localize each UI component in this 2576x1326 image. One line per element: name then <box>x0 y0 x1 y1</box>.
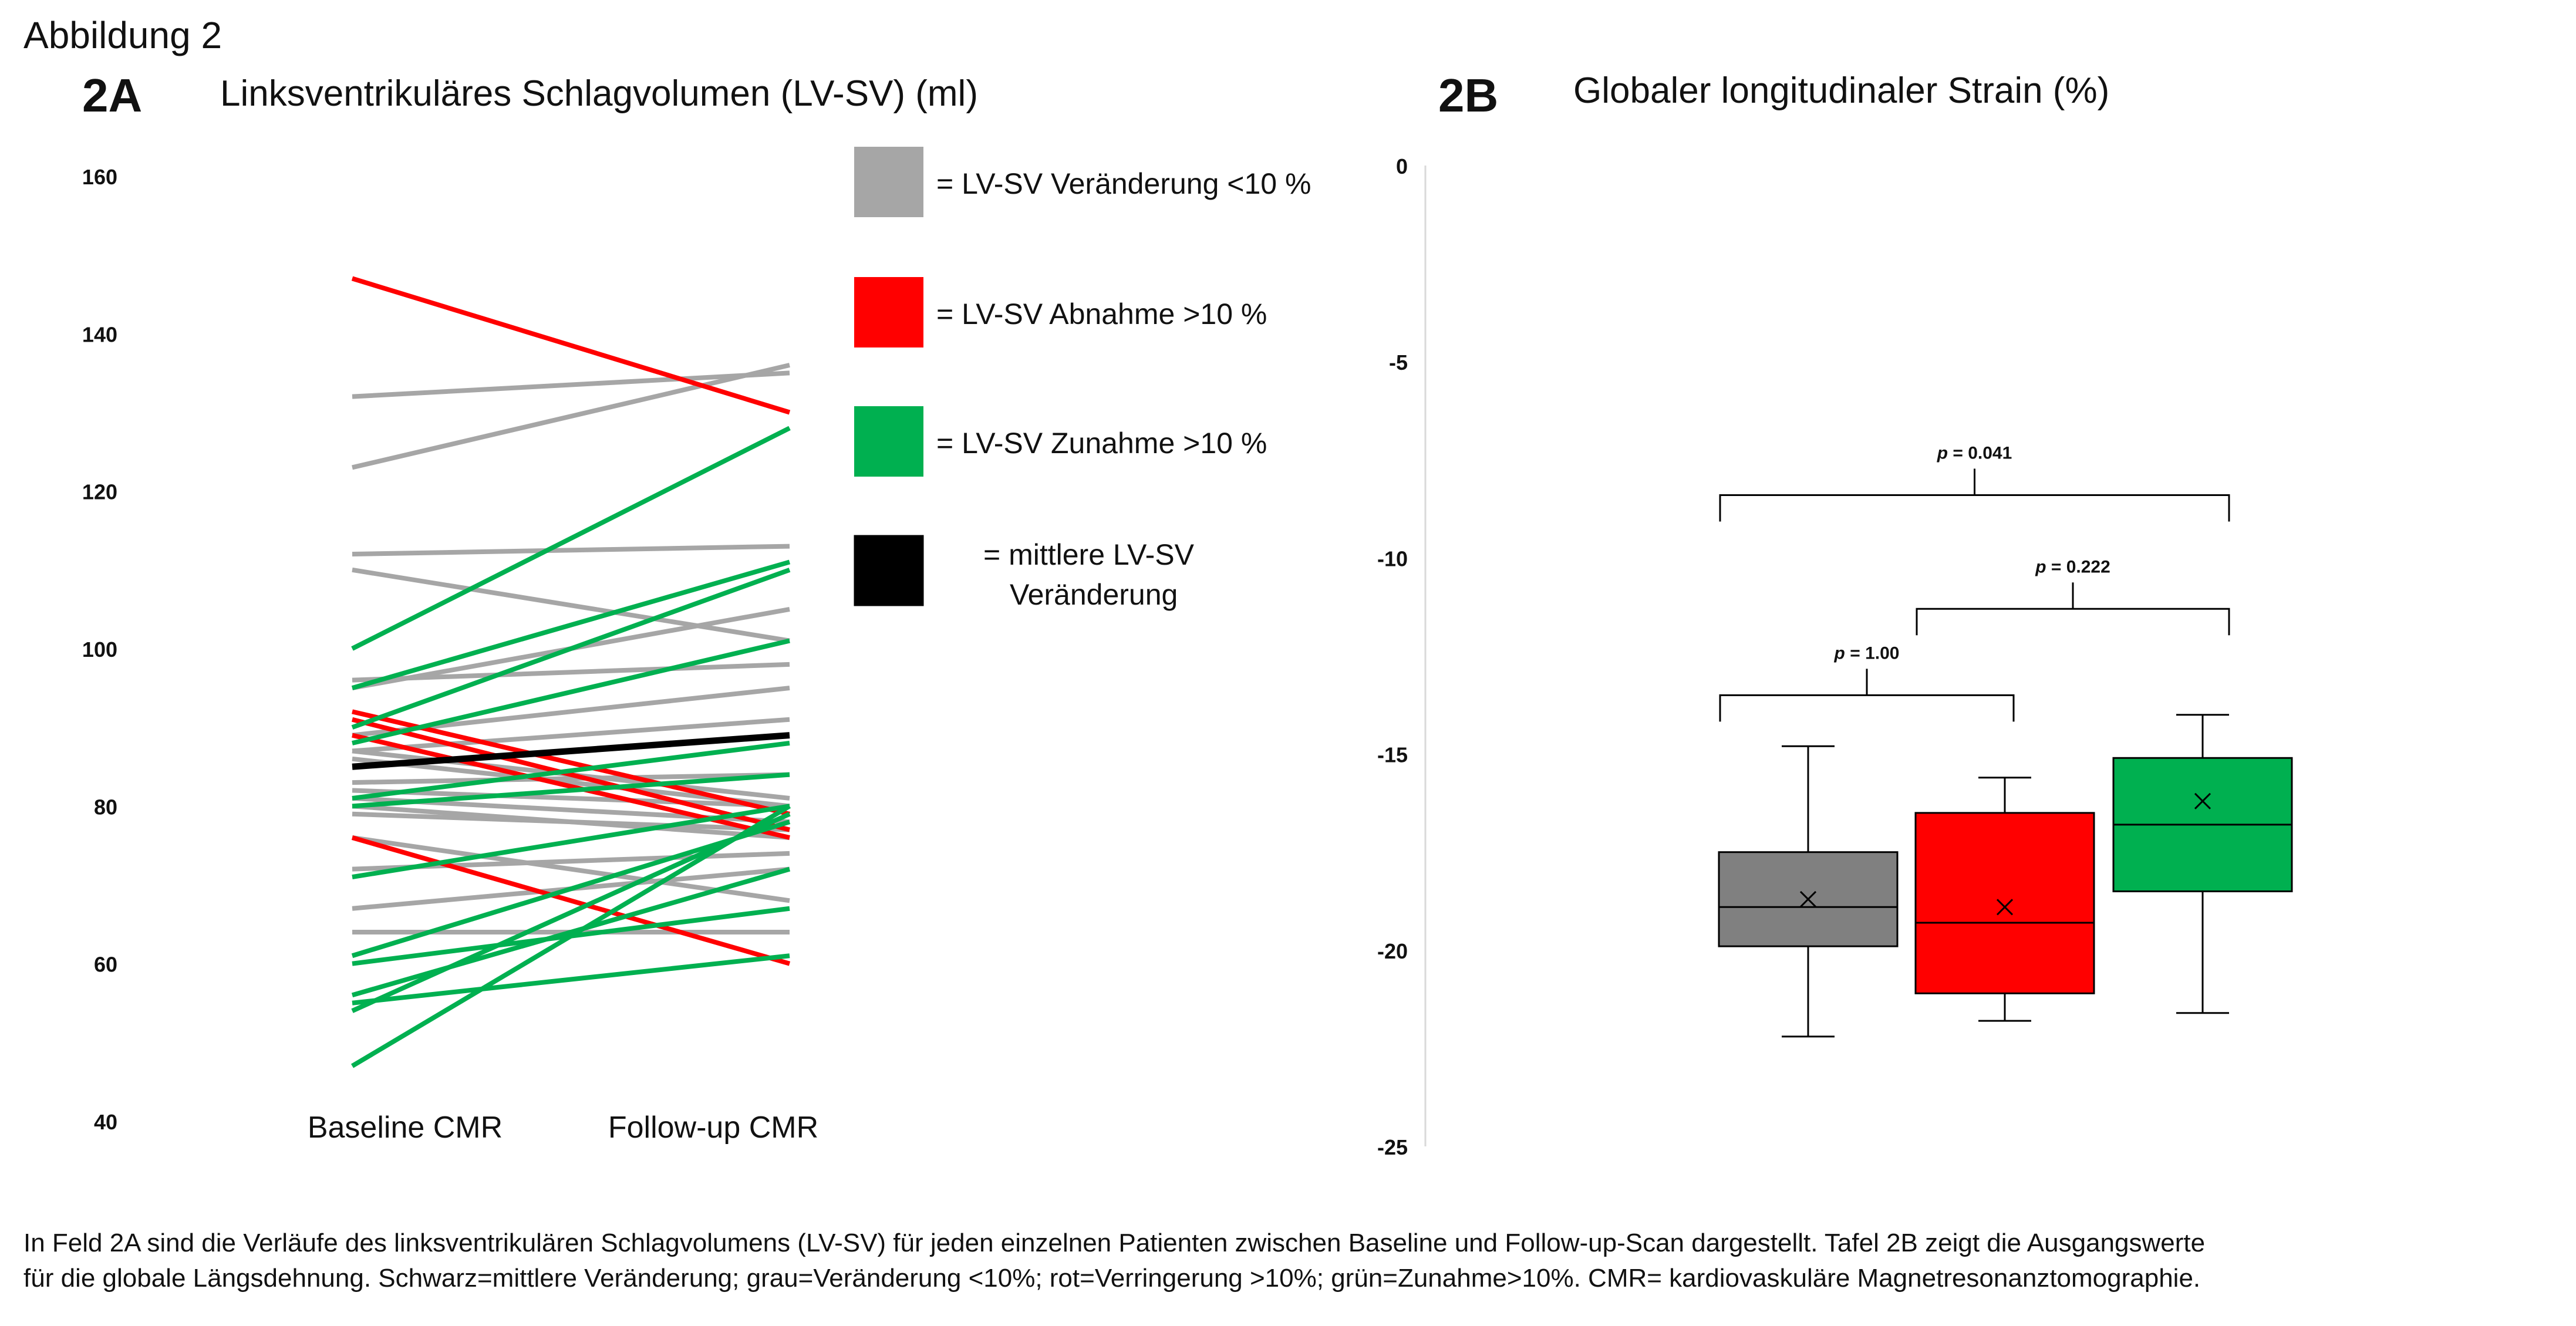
panel-2b-significance-brackets: p = 0.041 p = 0.222 p = 1.00 <box>1719 443 2230 722</box>
panel-2a-line-green-31 <box>351 819 791 959</box>
panel-2a-y-tick-label: 60 <box>94 953 117 977</box>
panel-2a-y-tick-label: 40 <box>94 1110 117 1134</box>
panel-2a: 2A Linksventrikuläres Schlagvolumen (LV-… <box>82 69 1311 1145</box>
panel-2b-y-axis: 0 -5 -10 -15 -20 -25 <box>1377 154 1408 1159</box>
panel-2a-y-tick-label: 140 <box>82 322 117 346</box>
panel-2b: 2B Globaler longitudinaler Strain (%) 0 -… <box>1377 69 2293 1159</box>
panel-2a-line-gray-11 <box>352 788 790 809</box>
panel-2a-x-tick-label: Baseline CMR <box>308 1111 503 1145</box>
panel-2a-line-gray-7 <box>352 717 790 754</box>
panel-2a-line-gray-0 <box>352 370 790 399</box>
panel-2a-y-axis: 160 140 120 100 80 60 40 <box>82 165 117 1134</box>
panel-2a-series-lines <box>350 276 791 1068</box>
panel-2b-y-tick-label: -10 <box>1377 546 1408 571</box>
legend-label-black-line2: Veränderung <box>1010 578 1178 611</box>
panel-2a-y-tick-label: 100 <box>82 637 117 662</box>
figure-label: Abbildung 2 <box>23 14 222 56</box>
panel-2a-line-black-37 <box>352 732 790 770</box>
figure-caption: In Feld 2A sind die Verläufe des linksve… <box>23 1226 2548 1296</box>
panel-2b-y-tick-label: -20 <box>1377 939 1408 963</box>
box-mean-marker <box>1996 899 2014 916</box>
panel-2a-line-green-29 <box>352 772 790 809</box>
significance-bracket: p = 0.041 <box>1719 443 2230 522</box>
panel-2a-line-gray-4 <box>352 662 790 683</box>
legend-label-green: = LV-SV Zunahme >10 % <box>936 427 1267 460</box>
box-box_red <box>1914 777 2095 1022</box>
panel-2b-boxes <box>1718 714 2293 1038</box>
panel-2a-legend: = LV-SV Veränderung <10 % = LV-SV Abnahme… <box>854 147 1311 611</box>
panel-2a-line-red-19 <box>351 276 791 415</box>
legend-swatch-green <box>854 406 923 477</box>
legend-swatch-gray <box>854 147 923 217</box>
panel-2a-line-green-36 <box>350 804 791 1068</box>
panel-2a-line-green-25 <box>351 559 791 690</box>
panel-2a-line-gray-14 <box>352 811 790 832</box>
p-value-label: p = 0.041 <box>1937 443 2012 463</box>
box-body <box>1914 812 2095 994</box>
panel-2a-line-gray-3 <box>352 567 790 643</box>
legend-swatch-black <box>854 535 924 606</box>
panel-2a-line-red-21 <box>352 717 790 832</box>
box-box_green <box>2112 714 2293 1014</box>
panel-2a-line-green-26 <box>351 568 791 730</box>
panel-2b-y-tick-label: -15 <box>1377 743 1408 767</box>
panel-2a-line-red-20 <box>352 709 790 816</box>
panel-2a-line-green-27 <box>352 638 790 745</box>
panel-2a-line-green-30 <box>352 804 790 880</box>
panel-2a-label: 2A <box>82 69 142 122</box>
legend-label-gray: = LV-SV Veränderung <10 % <box>936 167 1311 200</box>
panel-2a-line-gray-1 <box>352 363 790 470</box>
bracket-line <box>1719 694 2015 722</box>
panel-2a-line-red-22 <box>352 733 790 840</box>
panel-2b-y-tick-label: -5 <box>1389 350 1408 374</box>
box-box_gray <box>1718 745 1899 1038</box>
bracket-line <box>1719 494 2230 522</box>
panel-2b-y-tick-label: -25 <box>1377 1135 1408 1159</box>
panel-2a-line-gray-2 <box>352 544 790 556</box>
panel-2a-line-green-34 <box>352 953 790 1006</box>
panel-2a-line-green-28 <box>352 741 790 801</box>
panel-2a-title: Linksventrikuläres Schlagvolumen (LV-SV)… <box>220 73 978 114</box>
panel-2a-line-gray-10 <box>352 772 790 785</box>
p-value-label: p = 0.222 <box>2035 557 2110 576</box>
box-mean-marker <box>2194 792 2211 809</box>
panel-2a-y-tick-label: 120 <box>82 480 117 504</box>
legend-swatch-red <box>854 277 923 347</box>
panel-2b-title: Globaler longitudinaler Strain (%) <box>1573 70 2109 111</box>
significance-bracket: p = 0.222 <box>1916 557 2230 636</box>
panel-2a-x-tick-label: Follow-up CMR <box>608 1111 818 1145</box>
panel-2a-x-axis: Baseline CMR Follow-up CMR <box>308 1111 818 1145</box>
panel-2a-y-tick-label: 80 <box>94 795 117 819</box>
panel-2a-line-green-24 <box>351 426 791 651</box>
legend-label-black-line1: = mittlere LV-SV <box>983 538 1195 571</box>
p-value-label: p = 1.00 <box>1834 643 1900 663</box>
bracket-line <box>1916 608 2230 636</box>
panel-2a-line-green-33 <box>351 866 791 998</box>
legend-label-red: = LV-SV Abnahme >10 % <box>936 298 1267 330</box>
caption-line-1: In Feld 2A sind die Verläufe des linksve… <box>23 1229 2206 1257</box>
panel-2a-y-tick-label: 160 <box>82 165 117 189</box>
panel-2b-y-tick-label: 0 <box>1396 154 1408 178</box>
caption-line-2: für die globale Längsdehnung. Schwarz=mi… <box>23 1264 2201 1293</box>
panel-2b-label: 2B <box>1438 69 1498 122</box>
significance-bracket: p = 1.00 <box>1719 643 2015 722</box>
panel-2a-line-red-23 <box>351 835 791 966</box>
box-mean-marker <box>1799 890 1817 907</box>
